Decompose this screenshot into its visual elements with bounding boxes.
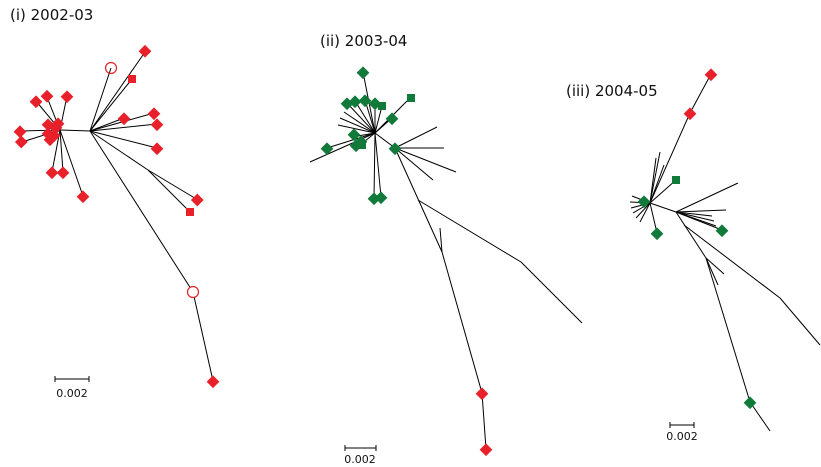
red-diamond-marker (683, 107, 697, 121)
green-diamond-marker (650, 227, 664, 241)
panel-i-scale-bar: 0.002 (54, 376, 90, 400)
green-square-marker (407, 94, 415, 102)
red-diamond-marker (147, 107, 161, 121)
panel-ii: (ii) 2003-04 (309, 32, 583, 466)
panel-iii-tree (629, 73, 821, 432)
red-diamond-marker (150, 142, 164, 156)
green-diamond-marker (320, 142, 334, 156)
open-circle-marker (186, 285, 200, 299)
red-diamond-marker (704, 68, 718, 82)
red-diamond-marker (13, 125, 27, 139)
panel-ii-markers (320, 66, 493, 457)
panel-i-markers (13, 44, 220, 389)
open-circle-marker (104, 61, 118, 75)
red-diamond-marker (40, 89, 54, 103)
panel-iii-scale-label: 0.002 (666, 430, 698, 443)
panel-iii-scale-bar: 0.002 (666, 422, 698, 443)
red-diamond-marker (479, 443, 493, 457)
green-diamond-marker (348, 95, 362, 109)
red-diamond-marker (56, 166, 70, 180)
panel-i-tree (19, 51, 214, 382)
red-diamond-marker (76, 190, 90, 204)
panel-ii-scale-bar: 0.002 (344, 445, 377, 466)
panel-iii-markers (637, 68, 757, 410)
green-square-marker (672, 176, 680, 184)
green-diamond-marker (374, 191, 388, 205)
panel-i-scale-label: 0.002 (56, 387, 88, 400)
panel-iii-title: (iii) 2004-05 (566, 82, 658, 100)
red-diamond-marker (43, 133, 57, 147)
red-diamond-marker (138, 44, 152, 58)
green-diamond-marker (715, 224, 729, 238)
panel-ii-title: (ii) 2003-04 (320, 32, 407, 50)
red-diamond-marker (51, 117, 65, 131)
red-diamond-marker (150, 118, 164, 132)
green-diamond-marker (743, 396, 757, 410)
red-diamond-marker (14, 135, 28, 149)
red-diamond-marker (190, 193, 204, 207)
red-diamond-marker (475, 387, 489, 401)
green-diamond-marker (385, 112, 399, 126)
panel-ii-tree (309, 71, 583, 450)
panel-iii: (iii) 2004-05 (566, 68, 821, 443)
panel-i-title: (i) 2002-03 (10, 6, 93, 24)
green-diamond-marker (356, 66, 370, 80)
red-diamond-marker (206, 375, 220, 389)
red-diamond-marker (45, 166, 59, 180)
red-diamond-marker (60, 90, 74, 104)
green-square-marker (378, 102, 386, 110)
green-diamond-marker (358, 94, 372, 108)
green-diamond-marker (388, 142, 402, 156)
red-square-marker (186, 208, 194, 216)
panel-i: (i) 2002-03 (10, 6, 220, 400)
green-square-marker (358, 141, 366, 149)
panel-ii-scale-label: 0.002 (344, 453, 376, 466)
red-square-marker (128, 75, 136, 83)
green-diamond-marker (347, 128, 361, 142)
